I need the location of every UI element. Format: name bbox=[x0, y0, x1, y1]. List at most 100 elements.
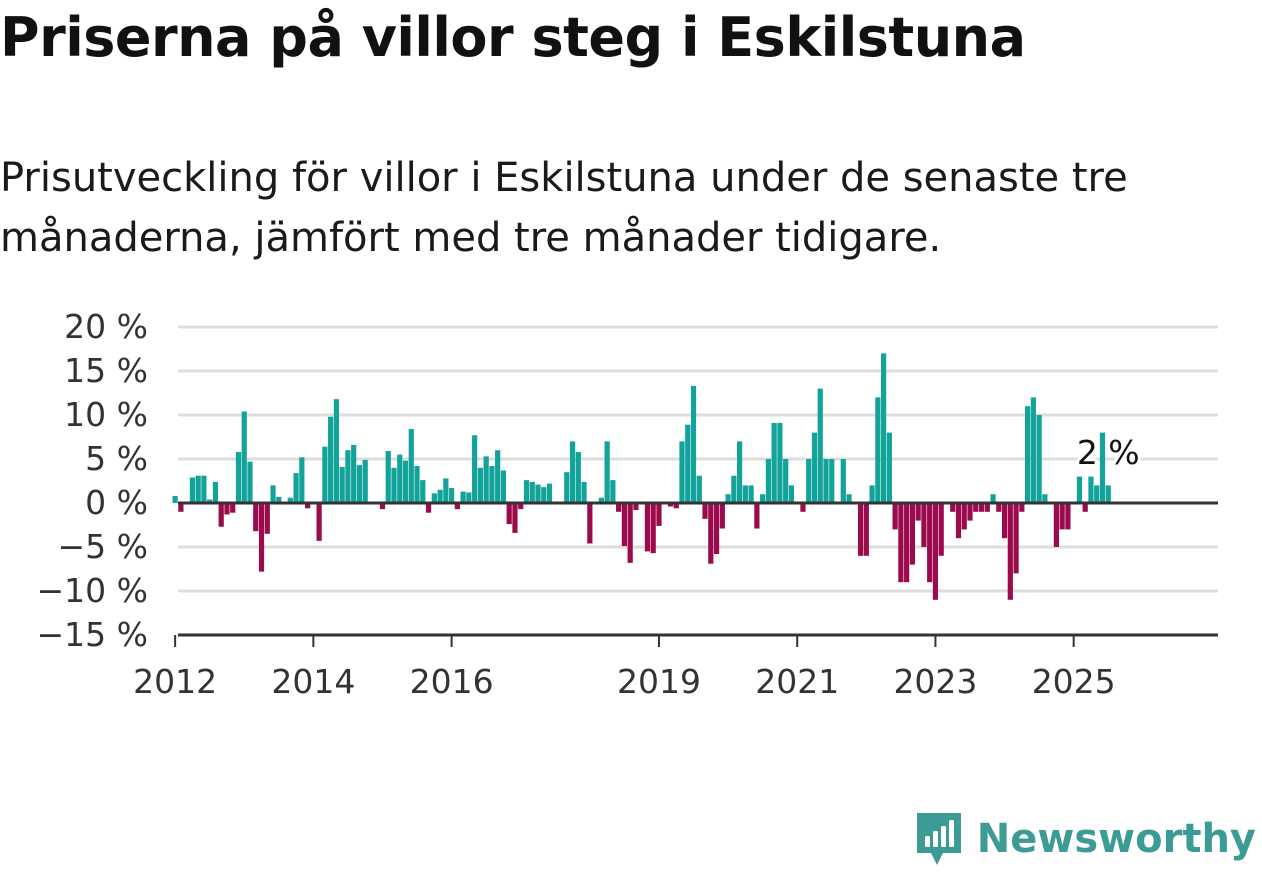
bar bbox=[1025, 406, 1031, 503]
bar bbox=[587, 503, 593, 544]
bar bbox=[875, 397, 881, 503]
bar bbox=[270, 485, 276, 503]
bar bbox=[1105, 485, 1111, 503]
bar bbox=[685, 424, 691, 503]
bar bbox=[362, 459, 368, 503]
bar bbox=[857, 503, 864, 556]
y-tick-label: −15 % bbox=[37, 615, 149, 654]
bar-chart: 20 % 15 % 10 % 5 % 0 % −5 % −10 % −15 % 2012 2014… bbox=[37, 307, 1218, 701]
bar bbox=[598, 497, 604, 503]
bar bbox=[189, 477, 195, 503]
bar bbox=[466, 492, 472, 503]
brand-logo: Newsworthy bbox=[913, 809, 1256, 869]
bar bbox=[235, 451, 242, 503]
bar bbox=[437, 489, 443, 503]
bar bbox=[397, 454, 403, 503]
bar bbox=[449, 488, 455, 503]
y-tick-label: 0 % bbox=[85, 483, 148, 522]
bar bbox=[950, 503, 956, 512]
bar bbox=[328, 416, 334, 503]
bar bbox=[777, 422, 783, 503]
bar bbox=[984, 503, 990, 512]
bar bbox=[569, 441, 576, 503]
x-tick-label: 2016 bbox=[410, 662, 494, 701]
bar bbox=[760, 494, 766, 503]
bar bbox=[264, 503, 270, 534]
bar bbox=[195, 475, 201, 503]
bar bbox=[178, 503, 184, 512]
newsworthy-logo-icon bbox=[916, 813, 961, 865]
bar bbox=[529, 481, 535, 503]
bar bbox=[696, 475, 702, 503]
bar bbox=[737, 441, 743, 503]
bar bbox=[420, 480, 426, 503]
bar bbox=[500, 470, 507, 503]
bar bbox=[402, 460, 409, 503]
bar bbox=[771, 422, 777, 503]
bar bbox=[293, 473, 299, 503]
bar bbox=[541, 487, 547, 503]
bar bbox=[460, 491, 466, 503]
bar bbox=[581, 481, 587, 503]
bar bbox=[546, 483, 553, 503]
bar bbox=[702, 503, 708, 519]
axes bbox=[174, 501, 1218, 647]
bar bbox=[1059, 503, 1065, 530]
bar bbox=[869, 485, 875, 503]
bar bbox=[276, 496, 282, 503]
bar bbox=[633, 503, 639, 511]
bar bbox=[881, 353, 887, 503]
bar bbox=[1042, 494, 1048, 503]
bar bbox=[967, 503, 973, 521]
bar bbox=[604, 441, 610, 503]
bar bbox=[241, 411, 247, 503]
bar bbox=[1082, 503, 1088, 512]
y-tick-label: 10 % bbox=[64, 395, 148, 434]
bar bbox=[690, 385, 697, 503]
bar bbox=[535, 484, 541, 503]
bar bbox=[218, 503, 224, 527]
bar bbox=[978, 503, 985, 512]
bar bbox=[667, 503, 674, 507]
bar bbox=[483, 456, 489, 503]
bar bbox=[472, 435, 478, 503]
bar bbox=[909, 503, 915, 565]
bar bbox=[339, 466, 345, 503]
bar bbox=[817, 388, 823, 503]
x-tick-label: 2021 bbox=[755, 662, 839, 701]
y-tick-label: −5 % bbox=[58, 527, 149, 566]
bar bbox=[316, 503, 322, 541]
bar bbox=[489, 466, 495, 503]
bar bbox=[725, 494, 731, 503]
bar bbox=[385, 451, 391, 503]
bar bbox=[512, 503, 518, 533]
bar bbox=[443, 478, 449, 503]
bar bbox=[564, 472, 570, 503]
bar bbox=[627, 503, 633, 563]
bar bbox=[886, 432, 892, 503]
bar bbox=[823, 459, 829, 503]
bar bbox=[1099, 432, 1106, 503]
y-tick-label: 15 % bbox=[64, 351, 148, 390]
bar bbox=[305, 503, 311, 509]
bar bbox=[863, 503, 869, 556]
bar bbox=[679, 441, 685, 503]
x-tick-label: 2019 bbox=[617, 662, 701, 701]
bar bbox=[650, 503, 656, 554]
bar bbox=[431, 493, 437, 503]
bar bbox=[391, 467, 397, 503]
bar bbox=[258, 503, 265, 572]
bar bbox=[904, 503, 910, 583]
bars bbox=[172, 353, 1111, 600]
chart-subtitle: Prisutveckling för villor i Eskilstuna u… bbox=[0, 155, 1128, 261]
bar bbox=[518, 503, 524, 510]
bar bbox=[1065, 503, 1071, 530]
bar bbox=[656, 503, 662, 526]
x-tick-label: 2012 bbox=[133, 662, 217, 701]
bar bbox=[829, 459, 835, 503]
bar bbox=[1007, 503, 1013, 600]
bar bbox=[961, 503, 967, 530]
bar bbox=[523, 480, 530, 503]
bar bbox=[299, 457, 305, 503]
y-tick-label: −10 % bbox=[37, 571, 149, 610]
